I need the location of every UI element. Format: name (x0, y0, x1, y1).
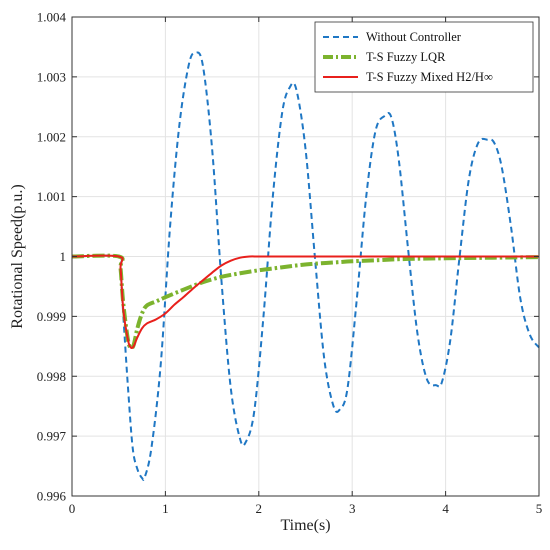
x-tick-label: 3 (349, 501, 356, 516)
legend-label-ts-fuzzy-lqr: T-S Fuzzy LQR (366, 50, 446, 64)
y-tick-label: 0.997 (37, 429, 67, 444)
x-tick-label: 0 (69, 501, 76, 516)
x-tick-label: 1 (162, 501, 169, 516)
legend-label-without-controller: Without Controller (366, 30, 462, 44)
y-tick-label: 0.999 (37, 309, 66, 324)
legend-box (314, 21, 534, 93)
x-tick-label: 2 (256, 501, 263, 516)
y-tick-label: 1.004 (37, 10, 67, 25)
y-tick-label: 0.998 (37, 369, 66, 384)
y-tick-label: 1.002 (37, 129, 66, 144)
y-tick-label: 1 (60, 249, 67, 264)
x-tick-label: 4 (442, 501, 449, 516)
y-tick-label: 1.001 (37, 189, 66, 204)
axis-ticks: 0 1 2 3 4 5 0.996 0.997 0.998 0.999 1 1.001 1.002 1.0… (37, 10, 543, 517)
series-lines (71, 51, 540, 481)
x-axis-title: Time(s) (280, 517, 330, 534)
y-tick-label: 0.996 (37, 489, 67, 504)
series-line-without-controller (71, 51, 540, 481)
legend: Without Controller T-S Fuzzy LQR T-S Fuz… (314, 21, 534, 93)
x-tick-label: 5 (536, 501, 543, 516)
legend-label-ts-fuzzy-mixed: T-S Fuzzy Mixed H2/H∞ (366, 70, 493, 84)
y-axis-title: Rotational Speed(p.u.) (9, 184, 26, 328)
series-line-ts-fuzzy-mixed (71, 254, 539, 350)
y-tick-label: 1.003 (37, 69, 66, 84)
